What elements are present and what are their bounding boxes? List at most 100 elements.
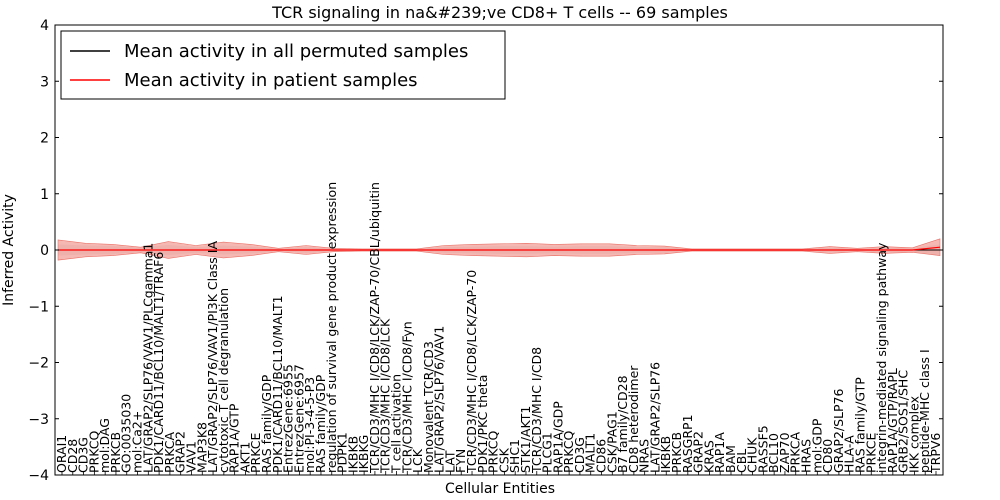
x-tick-label: Monovalent TCR/CD3 [421, 341, 436, 473]
x-tick-label: TCR/CD3/MHC I/CD8/LCK/ZAP-70 [464, 270, 479, 474]
x-tick-label: PRKCE [863, 433, 878, 473]
x-tick-label: RAP1A/GDP [550, 401, 565, 473]
x-tick-label: integrin-mediated signaling pathway [874, 242, 889, 473]
y-tick-label: 1 [40, 187, 49, 203]
x-tick-label: RASGRP1 [680, 414, 695, 473]
x-tick-label: PDK1/CARD11/BCL10/MALT1 [270, 295, 285, 473]
x-tick-label: peptide-MHC class I [917, 349, 932, 473]
x-tick-label: RAP1A/GTP/RAPL [885, 368, 900, 473]
y-axis: −4 −3 −2 −1 0 1 2 3 4 [28, 18, 943, 484]
x-tick-label: LAT/GRAP2/SLP76/VAV1/PI3K Class IA [205, 241, 220, 473]
x-tick-label: LAT/GRAP2/SLP76/VAV1/PLCgamma1 [140, 243, 155, 473]
x-tick-label: VAV1 [184, 441, 199, 473]
x-tick-label: TCR/CD3/MHC I/CD8/Fyn [399, 321, 414, 474]
x-axis-tick-labels: ORAI1CD28CD3GPRKCQmol:DAGPRKCBGO:0035030… [54, 182, 943, 475]
x-tick-label: TCR/CD3/MHC I/CD8/LCK/ZAP-70/CBL/ubiquit… [367, 182, 382, 474]
x-tick-label: NRAS [637, 439, 652, 473]
x-tick-label: PRKCA [162, 432, 177, 473]
x-tick-label: IKBKB [658, 436, 673, 473]
x-tick-label: TRPV6 [928, 433, 943, 474]
x-tick-label: BCL10 [766, 433, 781, 473]
legend-box [60, 30, 506, 100]
x-tick-label: CSK/PAG1 [604, 411, 619, 473]
x-tick-label: PRKCQ [561, 431, 576, 473]
x-tick-label: RASSF5 [755, 425, 770, 473]
y-tick-label: −4 [28, 468, 49, 484]
y-tick-label: 3 [40, 74, 49, 90]
x-tick-label: KRAS [701, 440, 716, 473]
x-tick-label: ZAP70 [777, 432, 792, 473]
x-tick-label: GRAP2 [173, 431, 188, 473]
x-tick-label: CSK [496, 447, 511, 473]
x-tick-label: PRKCQ [486, 431, 501, 473]
y-axis-label: Inferred Activity [1, 194, 17, 306]
x-tick-label: PRKCA [788, 432, 803, 473]
series-lines [55, 246, 943, 251]
x-tick-label: RAP1A/GTP [227, 403, 242, 473]
x-tick-label: IKBKG [356, 435, 371, 473]
x-tick-label: MAP3K8 [194, 422, 209, 473]
x-tick-label: TCR/CD3/MHC I/CD8 [529, 347, 544, 474]
legend-label-permuted: Mean activity in all permuted samples [124, 41, 468, 62]
x-tick-label: RAS family/GDP [259, 374, 274, 473]
x-tick-label: EntrezGene:6957 [291, 364, 306, 473]
x-tick-label: CHUK [745, 437, 760, 473]
x-tick-label: PRKCQ [86, 431, 101, 473]
x-tick-label: IKK complex [906, 396, 921, 473]
y-tick-label: 2 [40, 131, 49, 147]
x-tick-label: HRAS [799, 439, 814, 473]
x-tick-label: PRKCB [669, 432, 684, 473]
x-tick-label: RAS family/GTP [853, 377, 868, 473]
y-tick-label: 4 [40, 18, 49, 34]
x-tick-label: cytotoxic T cell degranulation [216, 288, 231, 473]
x-tick-label: PLCG1 [540, 432, 555, 473]
x-tick-label: AKT1 [237, 442, 252, 473]
x-tick-label: PDK1/CARD11/BCL10/MALT1/TRAF6 [151, 252, 166, 473]
x-tick-label: LAT/GRAP2/SLP76 [648, 362, 663, 473]
x-tick-label: T cell activation [389, 374, 404, 474]
x-tick-label: regulation of survival gene product expr… [324, 182, 339, 473]
x-tick-label: PRKCE [248, 433, 263, 473]
x-tick-label: CD3G [76, 437, 91, 473]
legend: Mean activity in all permuted samples Me… [60, 30, 506, 100]
x-tick-label: RAS family/GDP [313, 374, 328, 473]
x-tick-label: PDK1/PKC theta [475, 375, 490, 473]
y-tick-label: −3 [28, 412, 49, 428]
x-tick-label: HLA-A [842, 435, 857, 473]
x-tick-label: GRAP2 [691, 431, 706, 473]
x-tick-label: CD80 [820, 439, 835, 473]
chart-title: TCR signaling in na&#239;ve CD8+ T cells… [271, 3, 728, 22]
x-tick-label: GRAP2/SLP76 [831, 388, 846, 473]
x-tick-label: CD8 heterodimer [626, 365, 641, 473]
y-tick-label: 0 [40, 243, 49, 259]
x-tick-label: EntrezGene:6955 [281, 364, 296, 473]
x-tick-label: mol:GDP [809, 418, 824, 473]
x-tick-label: mol:Ca2+ [130, 411, 145, 473]
x-tick-label: mol:PI-3-4-5-P3 [302, 377, 317, 473]
x-tick-label: SHC1 [507, 439, 522, 473]
x-tick-label: BAM [723, 445, 738, 473]
x-tick-label: ORAI1 [54, 435, 69, 473]
x-tick-label: CD3G [572, 437, 587, 473]
x-tick-label: RAP1A [712, 432, 727, 473]
x-tick-label: STK1/AKT1 [518, 406, 533, 473]
x-tick-label: FYN [453, 449, 468, 473]
x-tick-label: B7 family/CD28 [615, 375, 630, 473]
legend-label-patient: Mean activity in patient samples [124, 70, 418, 91]
x-axis-label: Cellular Entities [445, 481, 555, 497]
x-tick-label: LCK [410, 448, 425, 473]
x-tick-label: LAT [442, 450, 457, 473]
x-tick-label: CD86 [594, 439, 609, 473]
x-tick-label: GO:0035030 [119, 394, 134, 473]
y-tick-label: −1 [28, 299, 49, 315]
x-tick-label: PRKCB [108, 432, 123, 473]
x-tick-label: GRB2/SOS1/SHC [896, 370, 911, 473]
x-tick-label: MALT1 [583, 433, 598, 473]
x-tick-label: PDPK1 [335, 432, 350, 473]
x-tick-label: LAT/GRAP2/SLP76/VAV1 [432, 326, 447, 473]
series-line-patient [58, 246, 941, 251]
x-tick-label: TCR/CD3/MHC I/CD8/LCK [378, 318, 393, 474]
x-tick-label: CBL [734, 449, 749, 473]
x-tick-label: mol:DAG [97, 418, 112, 473]
